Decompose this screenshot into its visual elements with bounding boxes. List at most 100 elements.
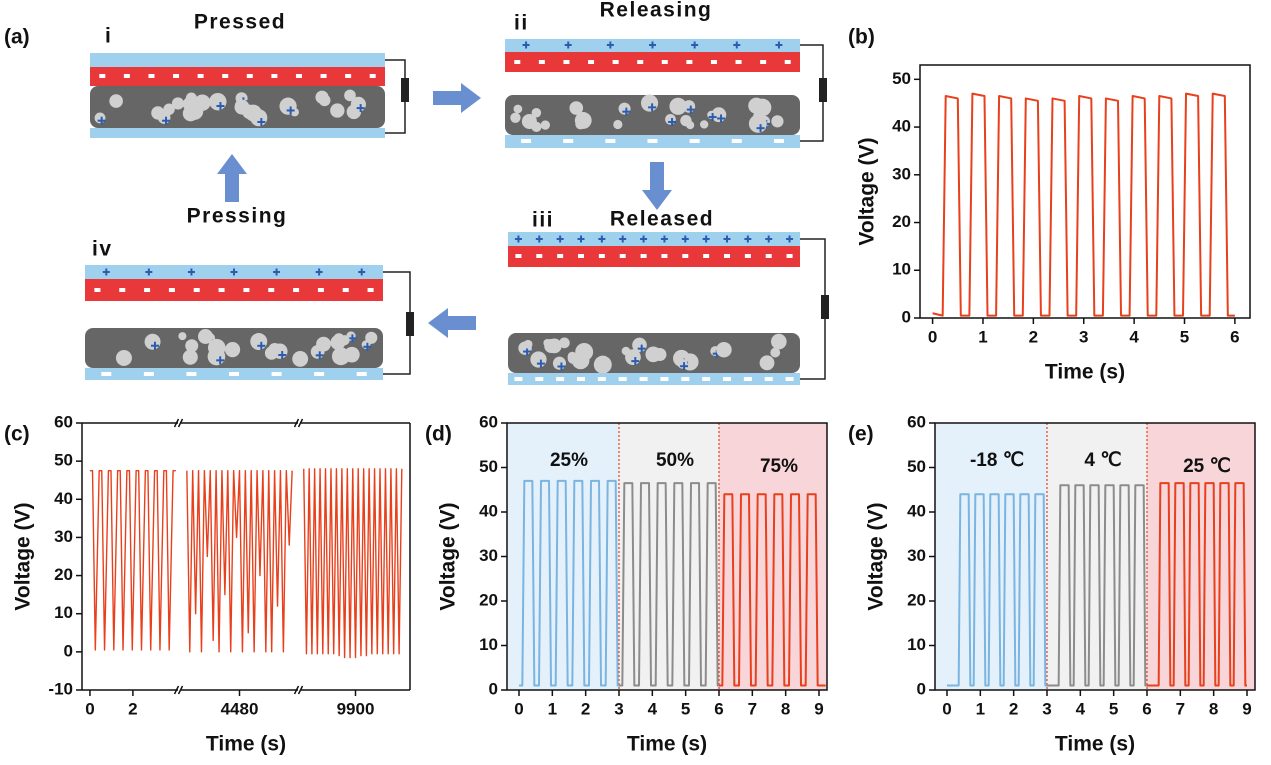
x-tick-label: 4 (648, 699, 658, 718)
series-line (619, 482, 719, 687)
particle (559, 337, 570, 349)
particle (653, 347, 667, 362)
layer (99, 74, 106, 78)
stage-numeral: ii (514, 12, 529, 35)
layer (101, 372, 112, 376)
layer (536, 254, 543, 258)
axis-break (177, 685, 184, 695)
layer (521, 139, 532, 143)
particle (613, 119, 623, 130)
x-tick-label: 9 (1242, 699, 1251, 718)
stage-title: Pressed (194, 11, 286, 34)
layer (682, 254, 689, 258)
layer (369, 74, 376, 78)
y-tick-label: 0 (917, 679, 926, 698)
series-line (947, 493, 1047, 687)
y-tick-label: 60 (54, 412, 73, 431)
layer (508, 373, 800, 385)
x-tick-label: 1 (978, 327, 987, 346)
layer (681, 377, 690, 381)
particle (593, 355, 612, 374)
x-tick-label: 3 (1042, 699, 1051, 718)
y-tick-label: 20 (907, 590, 926, 609)
series-line (1047, 484, 1147, 687)
particle (94, 112, 106, 124)
layer (271, 372, 282, 376)
layer (556, 377, 565, 381)
layer (123, 74, 130, 78)
x-tick-label: 1 (548, 699, 557, 718)
y-tick-label: 50 (892, 69, 911, 88)
layer (639, 377, 648, 381)
layer (342, 288, 349, 292)
y-tick-label: 30 (892, 164, 911, 183)
layer (317, 288, 324, 292)
particle (115, 349, 132, 366)
stage-numeral: i (105, 25, 112, 48)
particle (618, 102, 631, 115)
band (619, 423, 719, 690)
particle (753, 110, 765, 123)
x-axis-title: Time (s) (1045, 361, 1125, 384)
particle (330, 103, 345, 118)
layer (710, 60, 717, 64)
particle (699, 120, 709, 129)
x-tick-label: 4 (1076, 699, 1086, 718)
layer (356, 372, 367, 376)
series-label: 4 ℃ (1084, 450, 1121, 471)
particle (510, 112, 521, 123)
series-line (303, 468, 403, 659)
x-tick-label: 3 (614, 699, 623, 718)
layer (588, 60, 595, 64)
y-tick-label: 40 (892, 117, 911, 136)
particle (234, 99, 250, 115)
particle (571, 351, 590, 370)
x-tick-label: 6 (1230, 327, 1239, 346)
particle (144, 333, 161, 350)
y-tick-label: 20 (54, 565, 73, 584)
layer (661, 254, 668, 258)
layer (784, 60, 791, 64)
particle (331, 347, 350, 366)
layer (295, 74, 302, 78)
layer (508, 246, 800, 267)
layer (619, 254, 626, 258)
layer (193, 288, 200, 292)
layer (686, 60, 693, 64)
layer (148, 74, 155, 78)
particle (182, 349, 198, 365)
particle (224, 342, 241, 358)
particle (640, 94, 659, 112)
layer (90, 128, 385, 138)
layer (724, 254, 730, 258)
particle (621, 346, 631, 356)
y-tick-label: 40 (54, 489, 73, 508)
particle (171, 97, 185, 110)
x-tick-label: 2 (1029, 327, 1038, 346)
x-tick-label: 8 (1209, 699, 1218, 718)
particle (109, 94, 123, 108)
axis-break (177, 418, 184, 428)
particle (680, 114, 692, 127)
layer (578, 254, 584, 258)
layer (515, 254, 522, 258)
particle (292, 350, 309, 367)
x-tick-label: 8 (781, 699, 790, 718)
schematic (85, 39, 829, 385)
y-axis-title: Voltage (V) (865, 502, 888, 610)
layer (660, 377, 669, 381)
layer (538, 60, 545, 64)
layer (535, 377, 544, 381)
particle (531, 107, 542, 118)
particle (771, 333, 787, 350)
panel-label: (a) (4, 26, 30, 49)
layer (144, 288, 151, 292)
panel-label: (b) (848, 26, 875, 49)
layer (90, 53, 385, 67)
layer (773, 139, 784, 143)
particle (182, 96, 199, 113)
layer (197, 74, 204, 78)
y-tick-label: 10 (479, 635, 498, 654)
layer (168, 288, 175, 292)
